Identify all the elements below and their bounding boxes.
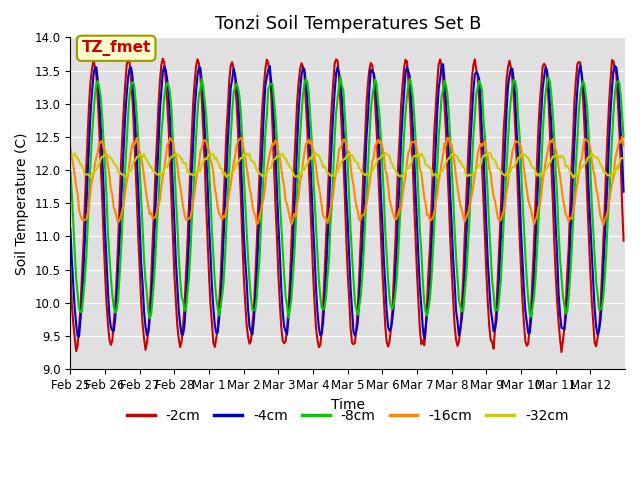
-32cm	[462, 171, 470, 177]
-4cm	[439, 61, 447, 67]
Line: -16cm: -16cm	[70, 137, 623, 225]
-2cm	[124, 56, 132, 61]
-4cm	[420, 336, 428, 342]
-2cm	[618, 202, 626, 207]
-4cm	[546, 101, 554, 107]
-2cm	[557, 349, 565, 355]
-4cm	[464, 208, 472, 214]
-16cm	[543, 152, 551, 157]
-8cm	[85, 193, 93, 199]
Legend: -2cm, -4cm, -8cm, -16cm, -32cm: -2cm, -4cm, -8cm, -16cm, -32cm	[122, 404, 574, 429]
-2cm	[67, 268, 74, 274]
-4cm	[67, 226, 74, 232]
Line: -4cm: -4cm	[70, 64, 623, 339]
Y-axis label: Soil Temperature (C): Soil Temperature (C)	[15, 132, 29, 275]
-2cm	[545, 96, 552, 101]
-32cm	[310, 149, 318, 155]
-16cm	[351, 194, 359, 200]
-2cm	[85, 98, 93, 104]
-32cm	[67, 151, 74, 156]
-8cm	[146, 315, 154, 321]
-8cm	[546, 79, 554, 84]
-4cm	[102, 258, 110, 264]
-2cm	[462, 199, 470, 205]
Line: -32cm: -32cm	[70, 152, 623, 178]
-32cm	[618, 155, 626, 161]
-8cm	[620, 134, 627, 140]
-32cm	[569, 175, 577, 180]
-32cm	[545, 162, 552, 168]
-8cm	[354, 312, 362, 318]
-8cm	[102, 194, 110, 200]
-16cm	[85, 202, 93, 208]
-16cm	[461, 218, 468, 224]
-32cm	[620, 155, 627, 161]
-16cm	[600, 222, 607, 228]
-4cm	[351, 333, 359, 338]
-2cm	[353, 325, 360, 331]
-32cm	[85, 172, 93, 178]
-16cm	[617, 140, 625, 145]
-2cm	[620, 238, 627, 243]
Line: -8cm: -8cm	[70, 77, 623, 318]
X-axis label: Time: Time	[331, 397, 365, 411]
-4cm	[85, 139, 93, 144]
-16cm	[102, 154, 110, 159]
-32cm	[353, 159, 360, 165]
-8cm	[67, 168, 74, 174]
-16cm	[618, 134, 626, 140]
-4cm	[618, 153, 626, 159]
Title: Tonzi Soil Temperatures Set B: Tonzi Soil Temperatures Set B	[214, 15, 481, 33]
Text: TZ_fmet: TZ_fmet	[81, 40, 151, 56]
Line: -2cm: -2cm	[70, 59, 623, 352]
-8cm	[337, 74, 344, 80]
-16cm	[620, 143, 627, 149]
-16cm	[67, 146, 74, 152]
-2cm	[102, 300, 110, 306]
-4cm	[620, 189, 627, 194]
-8cm	[464, 251, 472, 256]
-8cm	[618, 112, 626, 118]
-32cm	[102, 151, 110, 157]
